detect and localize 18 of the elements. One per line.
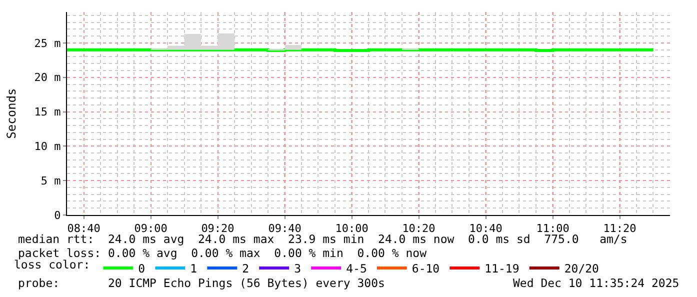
legend-label: 0 [138, 261, 146, 276]
legend-label: 2 [242, 261, 250, 276]
legend-label: 3 [294, 261, 302, 276]
text: packet loss: 0.00 % avg 0.00 % max 0.00 % min 0.00 % now [18, 246, 427, 260]
y-tick-label: 0 [54, 208, 61, 222]
y-tick-label: 20 m [34, 71, 62, 84]
legend-label: 4-5 [346, 261, 367, 276]
legend-label: 11-19 [484, 261, 520, 276]
legend-label: 1 [190, 261, 198, 276]
y-tick-label: 10 m [34, 140, 62, 154]
y-tick-label: 5 m [40, 174, 62, 188]
text: Wed Dec 10 11:35:24 2025 [513, 276, 680, 290]
y-tick-label: 25 m [34, 36, 62, 50]
legend-label: 6-10 [412, 261, 440, 276]
y-axis-title: Seconds [4, 88, 19, 139]
y-tick-label: 15 m [34, 106, 62, 119]
legend-label: 20/20 [564, 261, 600, 276]
text: probe: 20 ICMP Echo Pings (56 Bytes) every 300s [18, 276, 385, 290]
